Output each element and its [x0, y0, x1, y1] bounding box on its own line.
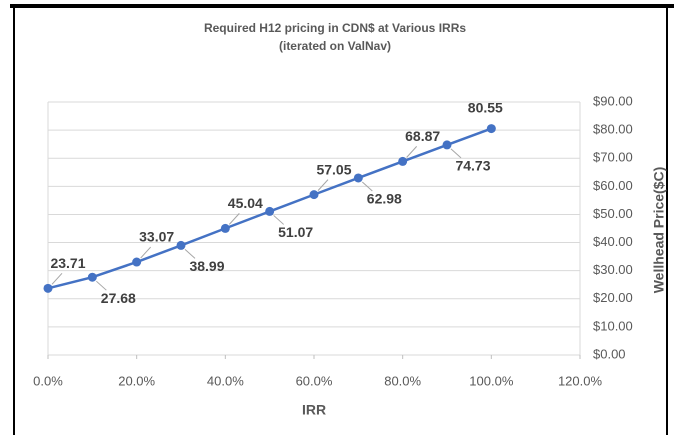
y-tick-label: $50.00	[593, 206, 633, 221]
leader-line	[140, 246, 152, 259]
x-tick-label: 20.0%	[118, 373, 155, 388]
y-tick-label: $10.00	[593, 318, 633, 333]
x-axis-title: IRR	[302, 402, 326, 418]
leader-line	[95, 280, 107, 291]
y-tick-label: $40.00	[593, 234, 633, 249]
x-tick-label: 100.0%	[469, 373, 514, 388]
data-label: 80.55	[468, 99, 503, 115]
leader-line	[361, 181, 373, 192]
y-tick-label: $20.00	[593, 290, 633, 305]
x-tick-label: 120.0%	[558, 373, 603, 388]
chart-title: Required H12 pricing in CDN$ at Various …	[204, 21, 466, 35]
data-point	[220, 223, 230, 233]
data-label: 38.99	[189, 258, 224, 274]
chart-subtitle: (iterated on ValNav)	[279, 39, 391, 53]
leader-line	[228, 213, 240, 225]
leader-line	[51, 273, 63, 285]
leader-line	[273, 215, 285, 225]
data-point	[486, 124, 496, 134]
data-label: 45.04	[228, 195, 263, 211]
data-point	[265, 206, 275, 216]
data-label: 33.07	[139, 229, 174, 245]
y-tick-label: $90.00	[593, 93, 633, 108]
data-label: 23.71	[50, 255, 85, 271]
data-point	[87, 272, 97, 282]
y-tick-label: $80.00	[593, 122, 633, 137]
y-tick-label: $30.00	[593, 262, 633, 277]
leader-line	[406, 146, 418, 158]
data-point	[309, 190, 319, 200]
data-point	[43, 283, 53, 293]
x-tick-label: 40.0%	[207, 373, 244, 388]
x-tick-label: 80.0%	[384, 373, 421, 388]
data-label: 27.68	[101, 290, 136, 306]
data-point	[442, 140, 452, 150]
data-label: 74.73	[455, 158, 490, 174]
data-label: 68.87	[405, 128, 440, 144]
y-tick-label: $60.00	[593, 178, 633, 193]
y-tick-label: $0.00	[593, 346, 626, 361]
x-tick-label: 60.0%	[296, 373, 333, 388]
data-label: 62.98	[367, 191, 402, 207]
y-axis-title: Wellhead Price($C)	[651, 167, 667, 294]
leader-line	[317, 179, 329, 191]
data-label: 51.07	[278, 224, 313, 240]
y-tick-label: $70.00	[593, 150, 633, 165]
data-label: 57.05	[316, 161, 351, 177]
data-point	[353, 173, 363, 183]
data-point	[176, 240, 186, 250]
data-point	[132, 257, 142, 267]
data-point	[398, 156, 408, 166]
leader-line	[450, 148, 462, 159]
leader-line	[184, 249, 196, 259]
x-tick-label: 0.0%	[33, 373, 63, 388]
